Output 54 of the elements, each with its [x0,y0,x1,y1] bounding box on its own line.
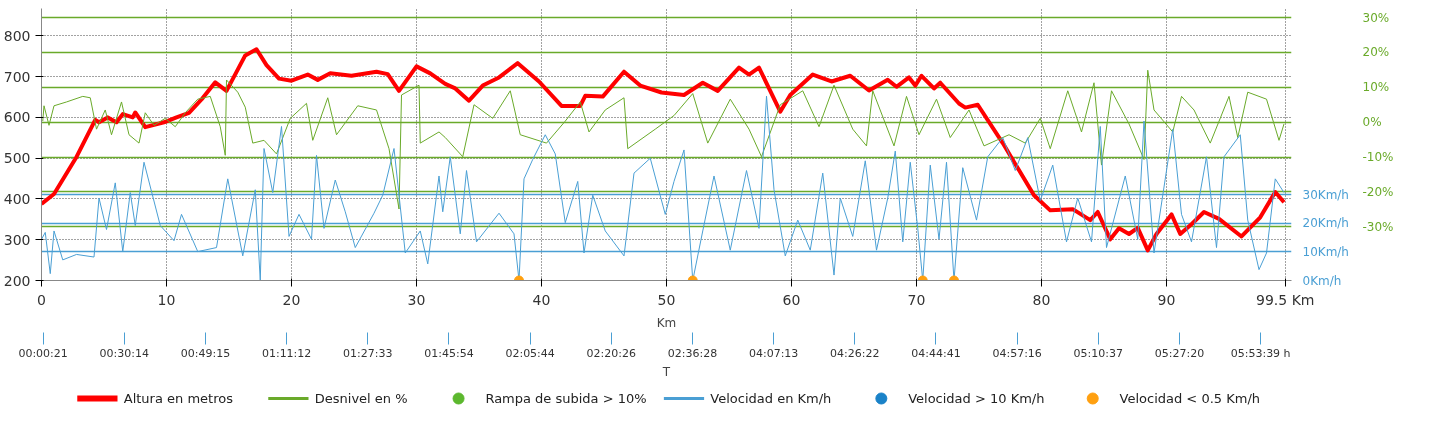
y3-tick-label: 30Km/h [1302,187,1349,202]
legend-label: Desnivel en % [314,391,408,406]
x-axis-title: Km [656,315,677,330]
x-tick-label: 10 [157,291,176,308]
text: 02:20:26 [586,346,637,360]
legend-label: Velocidad > 10 Km/h [908,391,1045,406]
line-series [41,47,1286,253]
text: 05:53:39 h [1230,346,1291,360]
x-tick-label: 80 [1032,291,1051,308]
legend-label: Altura en metros [123,391,234,406]
y3-tick-label: 10Km/h [1302,244,1349,259]
y-tick-label: 800 [3,27,31,44]
y2-tick-label: -10% [1362,150,1394,165]
text: 04:44:41 [911,346,961,360]
x-tick-label: 70 [907,291,926,308]
x-tick-label: 99.5 Km [1256,291,1315,308]
y2-tick-label: 30% [1362,10,1390,25]
y-tick-label: 300 [3,231,31,248]
text: 01:27:33 [343,346,393,360]
y3-tick-label: 0Km/h [1302,273,1342,288]
text: 04:26:22 [830,346,880,360]
text: 04:57:16 [992,346,1042,360]
y2-tick-label: 0% [1362,115,1382,130]
legend-label: Velocidad < 0.5 Km/h [1119,391,1260,406]
y2-tick-label: -20% [1362,184,1394,199]
y2-tick-label: 20% [1362,45,1390,60]
x-tick-label: 50 [657,291,676,308]
x-tick-label: 90 [1157,291,1176,308]
text: 05:27:20 [1154,346,1205,360]
x2-axis-title: T [661,364,671,379]
text: 01:11:12 [261,346,312,360]
y-tick-label: 400 [3,190,31,207]
text: 04:07:13 [748,346,799,360]
x-tick-label: 30 [407,291,426,308]
x-tick-label: 60 [782,291,801,308]
y-tick-label: 500 [3,150,31,167]
text: 01:45:54 [424,346,474,360]
text: 00:00:21 [18,346,68,360]
x-tick-label: 20 [282,291,301,308]
legend-label: Rampa de subida > 10% [485,391,647,406]
y-tick-label: 600 [3,109,31,126]
text: 02:05:44 [505,346,555,360]
y-tick-label: 700 [3,68,31,85]
text: 05:10:37 [1073,346,1124,360]
y-tick-label: 200 [3,272,31,289]
text: 00:49:15 [180,346,231,360]
text: 02:36:28 [667,346,718,360]
y2-tick-label: 10% [1362,80,1390,95]
x-tick-label: 0 [37,291,46,308]
legend-label: Velocidad en Km/h [710,391,832,406]
y2-tick-label: -30% [1362,219,1394,234]
text: 00:30:14 [99,346,149,360]
x-tick-label: 40 [532,291,551,308]
y3-tick-label: 20Km/h [1302,216,1349,231]
